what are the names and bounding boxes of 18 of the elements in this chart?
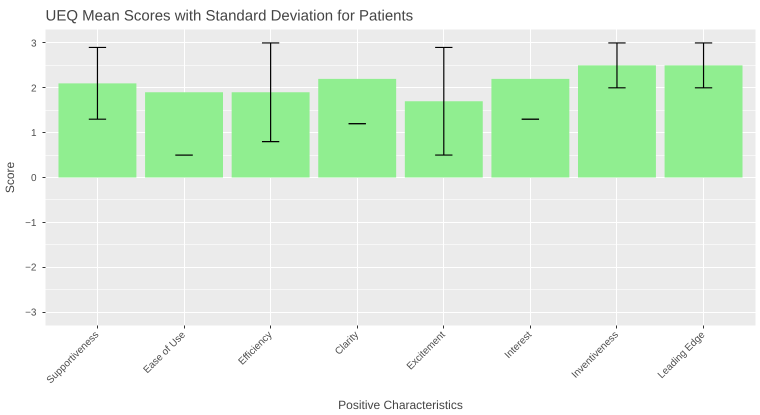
y-tick-label: 3 xyxy=(30,38,37,50)
bar xyxy=(58,83,136,178)
y-tick-label: 0 xyxy=(30,173,37,184)
bar xyxy=(491,78,570,178)
chart-title: UEQ Mean Scores with Standard Deviation for Patients xyxy=(46,8,414,24)
bar xyxy=(578,65,656,178)
bar xyxy=(145,92,223,178)
bar xyxy=(318,78,396,178)
x-axis-title: Positive Characteristics xyxy=(338,398,463,412)
y-tick-label: 2 xyxy=(30,83,37,94)
y-tick-label: −1 xyxy=(25,218,37,229)
bar xyxy=(232,92,310,178)
y-tick-label: 1 xyxy=(30,128,37,140)
y-axis-title: Score xyxy=(3,162,18,194)
y-tick-label: −2 xyxy=(25,262,37,274)
bar xyxy=(404,101,483,178)
y-tick-label: −3 xyxy=(25,308,37,319)
bar xyxy=(664,65,743,178)
